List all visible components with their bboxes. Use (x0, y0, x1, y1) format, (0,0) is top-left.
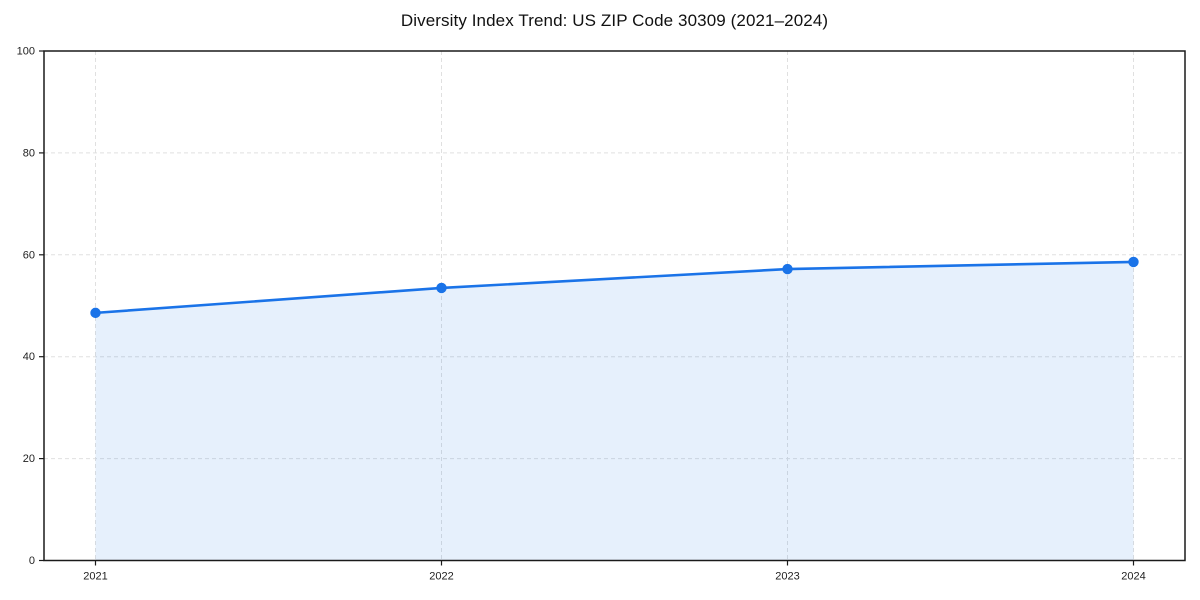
data-point-2021 (90, 307, 101, 319)
y-tick-label: 100 (17, 46, 35, 58)
y-tick-label: 80 (23, 147, 35, 159)
x-tick-label: 2021 (83, 571, 107, 583)
x-tick-label: 2024 (1121, 571, 1145, 583)
data-point-2024 (1128, 256, 1139, 268)
y-tick-label: 60 (23, 249, 35, 261)
plot-frame (43, 50, 1186, 562)
y-tick-label: 40 (23, 351, 35, 363)
area-fill (95, 261, 1134, 561)
x-tick-label: 2022 (429, 571, 453, 583)
trend-line (94, 260, 1135, 315)
y-tick-label: 20 (23, 453, 35, 465)
data-point-2023 (782, 263, 793, 275)
x-tick-label: 2023 (775, 571, 799, 583)
data-point-2022 (436, 282, 447, 294)
chart-title: Diversity Index Trend: US ZIP Code 30309… (400, 11, 829, 30)
y-tick-label: 0 (29, 555, 35, 567)
